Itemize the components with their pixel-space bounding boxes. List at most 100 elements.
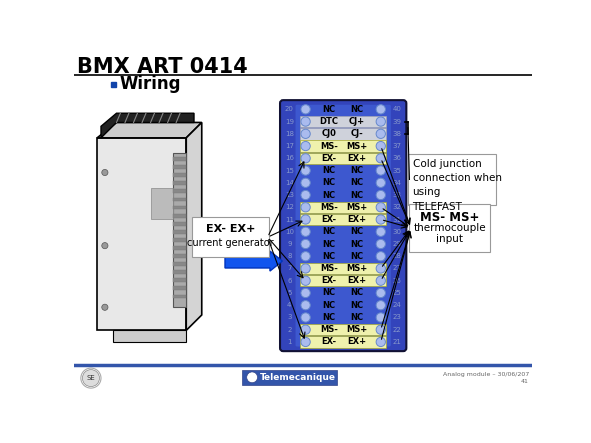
- Circle shape: [376, 264, 385, 273]
- Text: MS-: MS-: [320, 325, 338, 334]
- Text: MS-: MS-: [320, 142, 338, 151]
- Bar: [300, 140, 386, 152]
- Circle shape: [301, 190, 310, 200]
- Text: 11: 11: [285, 217, 294, 222]
- Text: 40: 40: [392, 106, 401, 113]
- Text: 8: 8: [287, 253, 291, 259]
- Text: 15: 15: [285, 167, 294, 174]
- Text: 25: 25: [392, 290, 401, 296]
- Text: Wiring: Wiring: [119, 75, 181, 93]
- Bar: [173, 295, 186, 299]
- Circle shape: [376, 141, 385, 151]
- Circle shape: [301, 288, 310, 298]
- Circle shape: [376, 129, 385, 139]
- FancyBboxPatch shape: [410, 204, 490, 252]
- Circle shape: [301, 313, 310, 322]
- Text: MS+: MS+: [346, 142, 368, 151]
- Bar: [300, 214, 386, 225]
- Circle shape: [102, 243, 108, 249]
- Text: 20: 20: [285, 106, 294, 113]
- Circle shape: [301, 129, 310, 139]
- Text: CJ+: CJ+: [349, 117, 365, 126]
- Text: 10: 10: [285, 229, 294, 235]
- Circle shape: [301, 178, 310, 187]
- FancyBboxPatch shape: [408, 154, 496, 205]
- Bar: [173, 173, 186, 177]
- Text: NC: NC: [350, 313, 363, 322]
- Bar: [173, 254, 186, 258]
- Polygon shape: [97, 138, 186, 330]
- Circle shape: [376, 190, 385, 200]
- Text: Cold junction
connection when
using
TELEFAST: Cold junction connection when using TELE…: [413, 159, 502, 212]
- Circle shape: [102, 304, 108, 311]
- Bar: [173, 222, 186, 225]
- Text: 38: 38: [392, 131, 401, 137]
- Circle shape: [301, 117, 310, 126]
- Bar: [300, 152, 386, 164]
- Polygon shape: [97, 122, 202, 138]
- Circle shape: [376, 252, 385, 261]
- Circle shape: [301, 202, 310, 212]
- Circle shape: [301, 239, 310, 249]
- Text: 39: 39: [392, 119, 401, 124]
- FancyBboxPatch shape: [193, 217, 269, 257]
- Bar: [173, 190, 186, 193]
- Text: NC: NC: [350, 166, 363, 175]
- Text: EX+: EX+: [347, 276, 366, 285]
- Bar: [173, 206, 186, 210]
- Text: NC: NC: [350, 252, 363, 261]
- Bar: [300, 263, 386, 274]
- Text: 21: 21: [392, 339, 401, 345]
- Text: 3: 3: [287, 315, 291, 320]
- Text: NC: NC: [322, 166, 336, 175]
- Circle shape: [376, 288, 385, 298]
- Text: current generator: current generator: [187, 238, 274, 249]
- Text: NC: NC: [322, 301, 336, 310]
- Bar: [300, 336, 386, 348]
- Text: CJ-: CJ-: [350, 129, 363, 138]
- Text: EX-: EX-: [322, 215, 336, 224]
- Circle shape: [301, 166, 310, 175]
- Text: 7: 7: [287, 265, 291, 272]
- Text: 28: 28: [392, 253, 401, 259]
- Bar: [173, 165, 186, 169]
- Text: MS-: MS-: [320, 203, 338, 212]
- Text: 18: 18: [285, 131, 294, 137]
- Bar: [300, 275, 386, 287]
- Text: 4: 4: [287, 302, 291, 308]
- Text: NC: NC: [350, 240, 363, 249]
- Text: 22: 22: [392, 326, 401, 333]
- Circle shape: [376, 313, 385, 322]
- Text: 16: 16: [285, 155, 294, 161]
- Circle shape: [301, 227, 310, 237]
- Text: 27: 27: [392, 265, 401, 272]
- Text: 6: 6: [287, 278, 291, 284]
- Circle shape: [301, 105, 310, 114]
- Text: Telemecanique: Telemecanique: [260, 373, 336, 382]
- Text: 23: 23: [392, 315, 401, 320]
- Text: MS+: MS+: [346, 264, 368, 273]
- Text: 13: 13: [285, 192, 294, 198]
- Text: 19: 19: [285, 119, 294, 124]
- Text: MS- MS+: MS- MS+: [420, 211, 479, 224]
- Circle shape: [376, 215, 385, 224]
- Bar: [173, 181, 186, 185]
- Circle shape: [301, 215, 310, 224]
- Bar: [173, 278, 186, 282]
- Text: 32: 32: [392, 204, 401, 210]
- Circle shape: [376, 301, 385, 310]
- Text: 33: 33: [392, 192, 401, 198]
- Bar: [173, 270, 186, 274]
- Text: CJ0: CJ0: [322, 129, 336, 138]
- Text: NC: NC: [322, 227, 336, 236]
- Text: EX+: EX+: [347, 338, 366, 346]
- Circle shape: [376, 154, 385, 163]
- Bar: [300, 324, 386, 335]
- Circle shape: [301, 141, 310, 151]
- Circle shape: [301, 252, 310, 261]
- Text: NC: NC: [350, 178, 363, 187]
- Text: NC: NC: [322, 240, 336, 249]
- Circle shape: [82, 369, 99, 387]
- Text: 26: 26: [392, 278, 401, 284]
- Text: NC: NC: [322, 178, 336, 187]
